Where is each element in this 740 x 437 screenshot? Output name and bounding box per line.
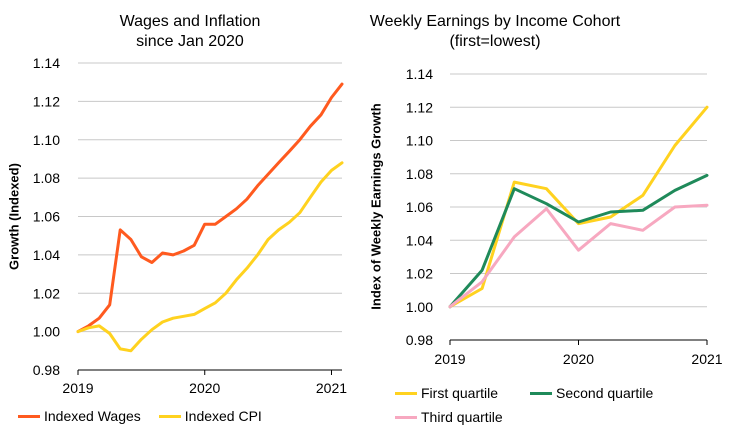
y-tick-label: 0.98 (406, 332, 433, 348)
legend-item-second-quartile: Second quartile (530, 385, 705, 401)
legend-item-indexed-wages: Indexed Wages (18, 408, 141, 424)
legend: Indexed Wages Indexed CPI (18, 408, 358, 424)
chart-subtitle: (first=lowest) (449, 33, 541, 50)
legend-label: First quartile (421, 385, 499, 401)
x-tick-label: 2019 (62, 380, 93, 396)
y-tick-label: 1.00 (33, 324, 60, 340)
y-tick-label: 1.06 (406, 199, 433, 215)
series-line-indexed-wages (76, 82, 344, 334)
y-tick-label: 1.12 (406, 99, 433, 115)
weekly-earnings-chart: Weekly Earnings by Income Cohort (first=… (369, 0, 740, 437)
y-tick-label: 1.08 (406, 166, 433, 182)
y-tick-label: 1.06 (33, 209, 60, 225)
y-tick-label: 1.00 (406, 299, 433, 315)
legend-swatch-cpi (158, 414, 181, 418)
series-line-first-quartile (448, 105, 709, 309)
wages-inflation-plot: 0.98 1.00 1.02 1.04 1.06 1.08 1.10 1.12 1.14 2019… (33, 55, 348, 396)
legend-label: Third quartile (421, 409, 503, 425)
y-tick-label: 1.04 (33, 247, 60, 263)
legend-label: Indexed CPI (184, 408, 262, 424)
x-tick-label: 2020 (563, 351, 594, 367)
y-tick-label: 0.98 (33, 362, 60, 378)
legend-item-indexed-cpi: Indexed CPI (158, 408, 262, 424)
chart-title: Weekly Earnings by Income Cohort (first=… (365, 12, 625, 52)
legend-swatch-first (395, 391, 417, 395)
legend-swatch-third (395, 415, 417, 419)
wages-inflation-chart: Wages and Inflation since Jan 2020 Growt… (7, 12, 358, 424)
legend-swatch-second (530, 391, 552, 395)
series-line-third-quartile (448, 203, 709, 309)
series-line-indexed-cpi (76, 161, 344, 353)
chart-title: Wages and Inflation since Jan 2020 (60, 12, 320, 52)
y-tick-label: 1.02 (406, 266, 433, 282)
legend-item-third-quartile: Third quartile (395, 409, 530, 425)
y-tick-label: 1.14 (33, 55, 60, 71)
y-tick-label: 1.10 (33, 132, 60, 148)
legend-label: Indexed Wages (44, 408, 141, 424)
series-line-second-quartile (448, 173, 709, 309)
chart-title-line1: Weekly Earnings by Income Cohort (369, 13, 621, 30)
y-tick-label: 1.14 (406, 66, 433, 82)
y-tick-label: 1.04 (406, 232, 433, 248)
legend-label: Second quartile (556, 385, 654, 401)
x-tick-label: 2021 (691, 351, 722, 367)
x-tick-label: 2019 (434, 351, 465, 367)
x-tick-label: 2020 (189, 380, 220, 396)
y-tick-label: 1.10 (406, 133, 433, 149)
chart-subtitle: since Jan 2020 (136, 33, 244, 50)
legend-item-first-quartile: First quartile (395, 385, 530, 401)
y-tick-label: 1.02 (33, 285, 60, 301)
legend-swatch-wages (18, 414, 40, 418)
y-tick-label: 1.08 (33, 170, 60, 186)
legend: First quartile Second quartile Third qua… (395, 385, 735, 425)
y-tick-label: 1.12 (33, 93, 60, 109)
weekly-earnings-plot: 0.98 1.00 1.02 1.04 1.06 1.08 1.10 1.12 1.14 2019… (406, 66, 723, 367)
chart-title-line1: Wages and Inflation (119, 13, 261, 30)
x-tick-label: 2021 (316, 380, 347, 396)
